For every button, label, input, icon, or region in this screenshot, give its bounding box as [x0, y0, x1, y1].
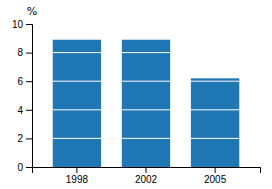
bar-divider	[122, 81, 170, 82]
x-tick: 2002	[135, 167, 158, 185]
x-tick-mark	[146, 167, 147, 173]
y-tick-mark	[26, 110, 32, 111]
plot-area	[53, 40, 240, 167]
bar	[191, 78, 239, 167]
y-tick-label: 0	[17, 162, 23, 173]
y-tick: 0	[17, 162, 32, 173]
y-tick-label: 6	[17, 76, 23, 87]
y-tick-label: 2	[17, 133, 23, 144]
bar-divider	[191, 138, 239, 139]
bar-divider	[122, 138, 170, 139]
bar	[53, 40, 101, 167]
y-tick-mark	[26, 167, 32, 168]
y-tick-mark	[26, 81, 32, 82]
y-tick: 2	[17, 133, 32, 144]
x-tick: 2005	[204, 167, 227, 185]
chart: 0 2 4 6 8 10 1998 2002 2005%	[0, 0, 272, 189]
x-axis: 1998 2002 2005	[33, 167, 261, 185]
y-tick: 4	[17, 105, 32, 116]
y-tick-label: 4	[17, 105, 23, 116]
bar-divider	[53, 138, 101, 139]
x-tick-label: 2005	[204, 174, 227, 185]
bar	[122, 40, 170, 167]
y-axis-label: %	[27, 5, 37, 18]
x-tick-label: 2002	[135, 174, 158, 185]
y-axis-line	[26, 25, 33, 168]
x-axis-line	[33, 168, 261, 174]
y-tick: 6	[17, 76, 32, 87]
x-tick-mark	[76, 167, 77, 173]
y-tick-label: 8	[17, 47, 23, 58]
bar-divider	[122, 52, 170, 53]
y-tick: 8	[17, 47, 32, 58]
y-tick-mark	[26, 24, 32, 25]
y-tick-mark	[26, 53, 32, 54]
bar-divider	[53, 52, 101, 53]
y-tick: 10	[12, 19, 32, 30]
bar-divider	[53, 81, 101, 82]
bar-divider	[122, 109, 170, 110]
y-tick-label: 10	[12, 19, 24, 30]
x-tick-label: 1998	[66, 174, 89, 185]
x-tick-mark	[215, 167, 216, 173]
y-tick-mark	[26, 138, 32, 139]
bar-divider	[191, 81, 239, 82]
bar-divider	[191, 109, 239, 110]
bar-divider	[53, 109, 101, 110]
y-axis: 0 2 4 6 8 10	[12, 19, 33, 173]
x-tick: 1998	[66, 167, 89, 185]
